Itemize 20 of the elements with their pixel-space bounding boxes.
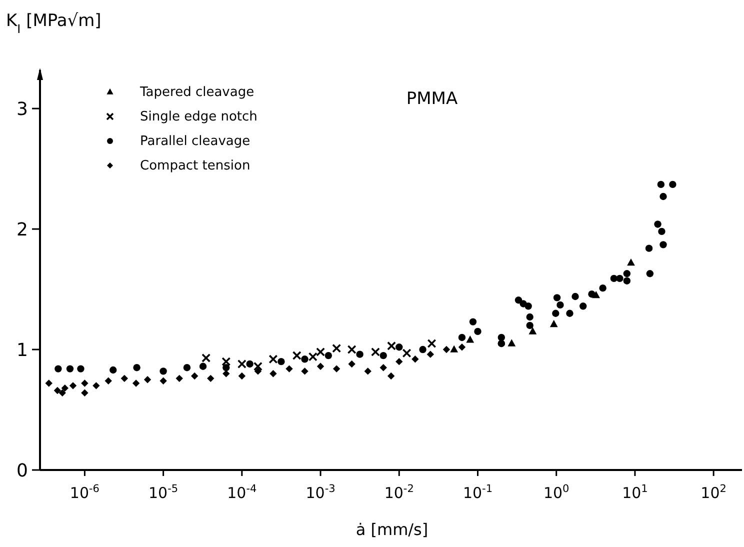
x-tick-label: 10$^{-6}$ xyxy=(70,483,100,502)
x-axis-title: ȧ [mm/s] xyxy=(356,520,428,539)
legend-label: Compact tension xyxy=(140,158,250,174)
x-tick-label: 10$^{-2}$ xyxy=(384,483,414,502)
x-tick-label: 10$^{1}$ xyxy=(622,483,648,502)
y-tick-label: 2 xyxy=(16,219,28,240)
y-tick-label: 1 xyxy=(16,340,28,361)
legend-label: Parallel cleavage xyxy=(140,134,250,149)
y-axis-title: K$_{I}$ [MPa√m] xyxy=(6,11,102,36)
legend-label: Tapered cleavage xyxy=(139,85,254,100)
y-tick-label: 0 xyxy=(16,460,28,482)
x-tick-label: 10$^{-3}$ xyxy=(306,483,336,502)
x-tick-label: 10$^{2}$ xyxy=(700,483,726,502)
x-tick-label: 10$^{-5}$ xyxy=(148,483,178,502)
text: PMMA xyxy=(406,89,458,109)
x-tick-label: 10$^{-1}$ xyxy=(462,483,493,502)
legend-label: Single edge notch xyxy=(140,110,258,124)
y-tick-label: 3 xyxy=(16,98,28,120)
x-tick-label: 10$^{0}$ xyxy=(543,483,570,502)
x-tick-label: 10$^{-4}$ xyxy=(227,483,258,502)
